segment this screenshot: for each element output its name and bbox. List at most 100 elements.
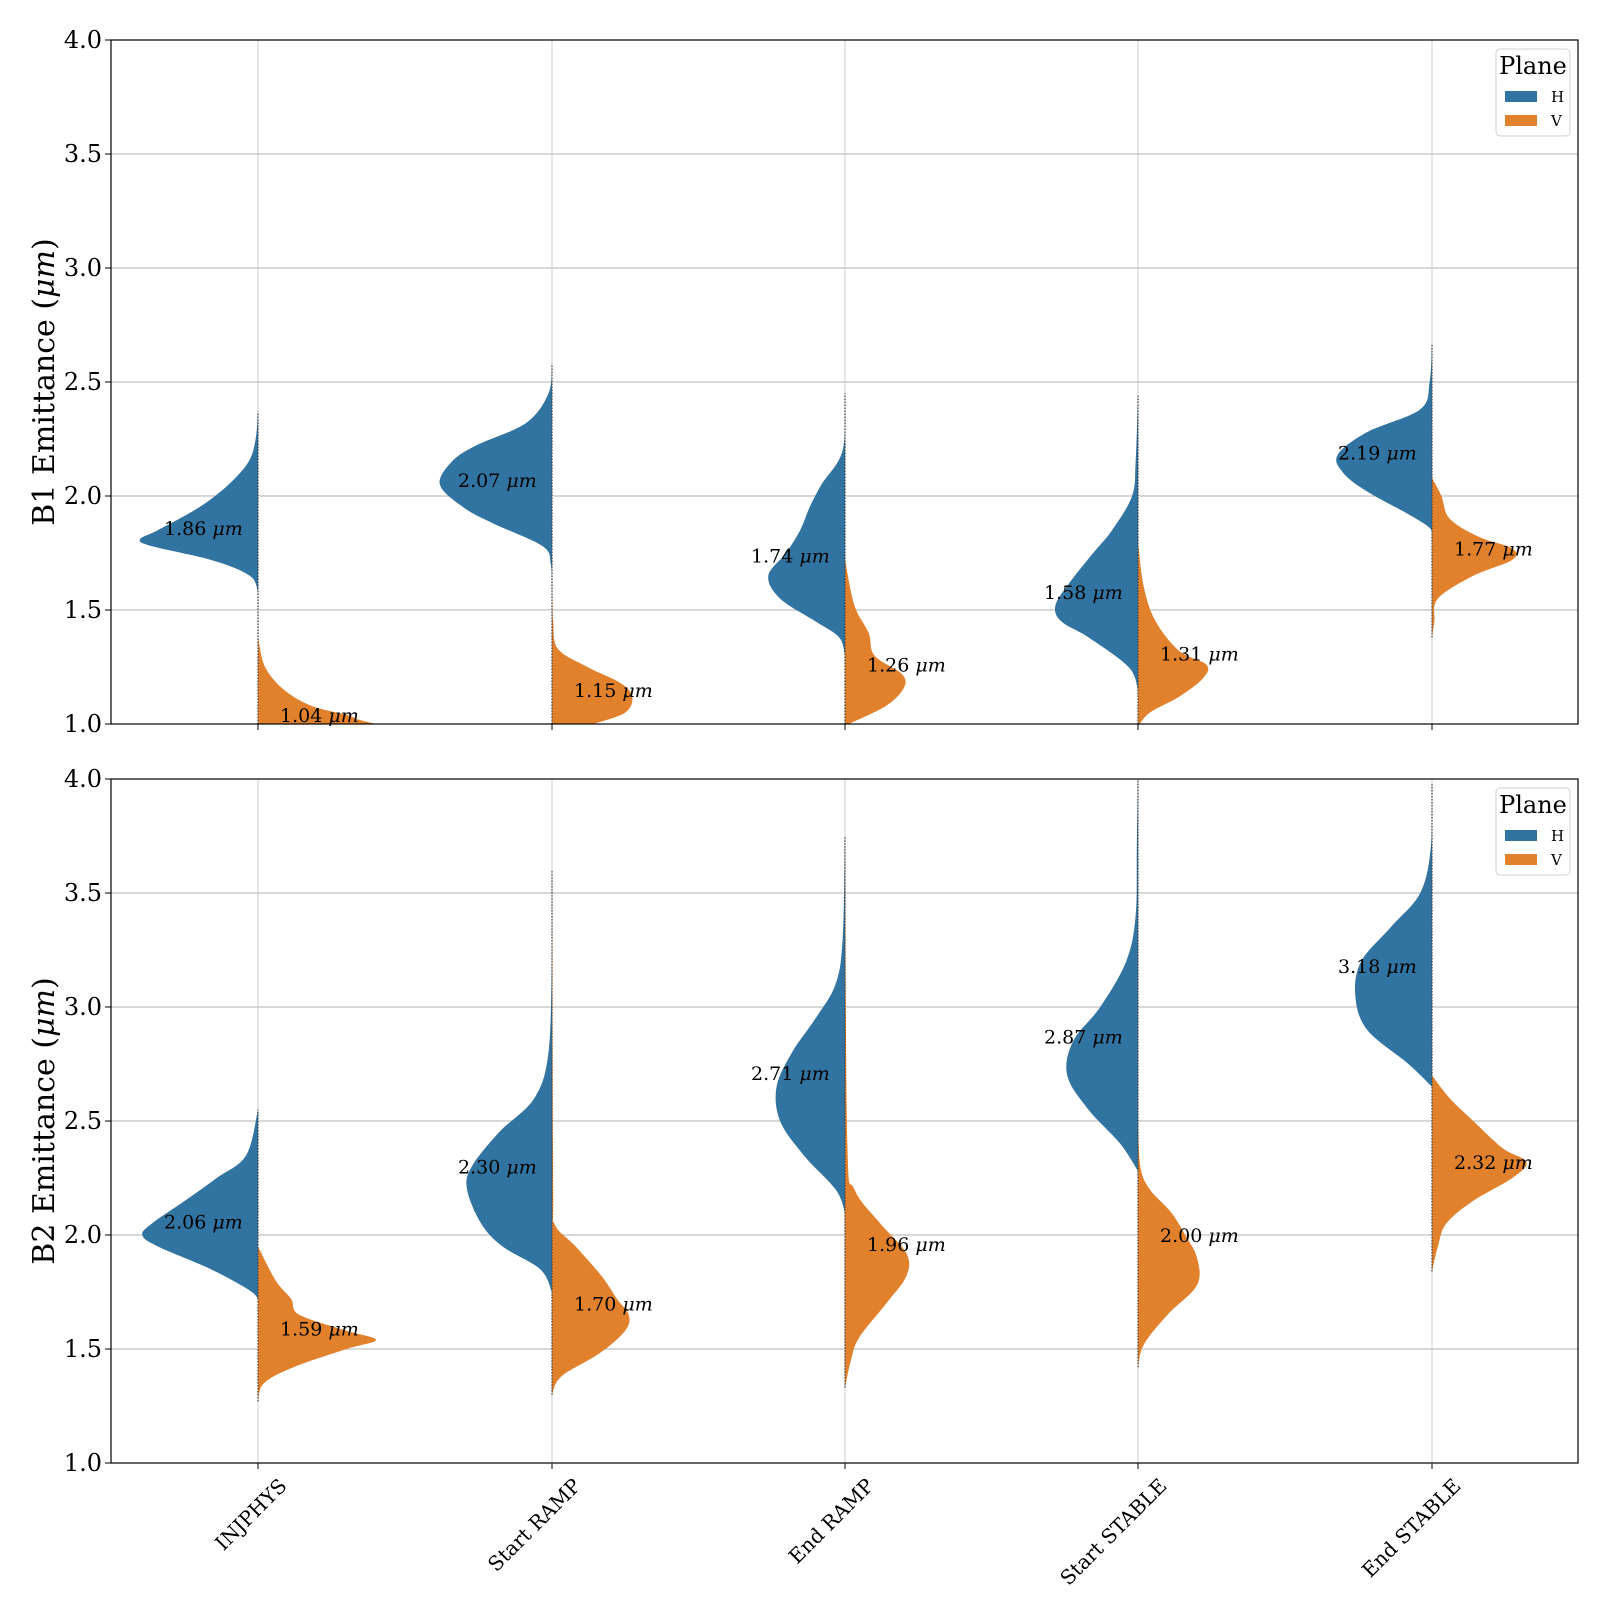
median-label: 2.07 μm [458, 470, 537, 492]
violin-v-2 [552, 587, 633, 724]
y-tick-label: 1.0 [64, 710, 102, 738]
y-tick-label: 3.0 [64, 993, 102, 1021]
violins [139, 343, 1517, 724]
y-tick-label: 1.0 [64, 1449, 102, 1477]
y-axis-label-part: ) [27, 977, 62, 989]
median-value: 1.70 [574, 1293, 622, 1315]
violin-v-1 [258, 1246, 376, 1402]
median-value: 1.96 [867, 1234, 915, 1256]
violin-v-4 [1138, 541, 1209, 724]
median-label: 1.31 μm [1160, 643, 1239, 665]
median-unit: μm [1208, 1225, 1238, 1247]
median-unit: μm [1386, 956, 1416, 978]
violin-v-3 [845, 847, 910, 1388]
median-label: 1.26 μm [867, 655, 946, 677]
median-value: 2.00 [1160, 1225, 1208, 1247]
median-unit: μm [622, 680, 652, 702]
median-label: 2.87 μm [1044, 1027, 1123, 1049]
median-value: 1.59 [280, 1318, 328, 1340]
legend-swatch-v [1505, 854, 1537, 865]
median-unit: μm [1208, 643, 1238, 665]
y-axis-label-part: B1 Emittance ( [27, 298, 62, 526]
violins [142, 779, 1527, 1402]
y-tick-label: 1.5 [64, 1335, 102, 1363]
legend-title: Plane [1499, 791, 1567, 819]
y-tick-label: 2.5 [64, 368, 102, 396]
y-axis-label: B2 Emittance (μm) [27, 977, 62, 1264]
median-value: 2.07 [458, 470, 506, 492]
median-unit: μm [1386, 443, 1416, 465]
y-axis-label-part: μm [27, 250, 62, 298]
violin-v-2 [552, 870, 630, 1395]
violin-h-5 [1354, 783, 1433, 1087]
median-value: 1.04 [280, 705, 328, 727]
median-label: 1.74 μm [751, 545, 830, 567]
median-label: 2.30 μm [458, 1157, 537, 1179]
legend: Plane HV [1495, 48, 1571, 137]
median-label: 1.77 μm [1454, 538, 1533, 560]
x-tick-label: INJPHYS [210, 1474, 291, 1555]
median-value: 2.71 [751, 1063, 799, 1085]
median-value: 2.30 [458, 1157, 506, 1179]
median-value: 1.58 [1044, 582, 1092, 604]
y-axis-label-part: B2 Emittance ( [27, 1037, 62, 1265]
median-value: 1.15 [574, 680, 622, 702]
median-unit: μm [799, 1063, 829, 1085]
y-axis-label-part: ) [27, 238, 62, 250]
y-tick-label: 2.5 [64, 1107, 102, 1135]
median-unit: μm [1502, 1152, 1532, 1174]
median-label: 1.15 μm [574, 680, 653, 702]
legend-swatch-h [1505, 830, 1537, 841]
violin-h-3 [768, 393, 846, 656]
median-label: 1.59 μm [280, 1318, 359, 1340]
violin-h-5 [1336, 343, 1433, 538]
violin-h-2 [439, 363, 552, 588]
median-unit: μm [328, 705, 358, 727]
y-tick-label: 2.0 [64, 1221, 102, 1249]
y-tick-label: 3.0 [64, 254, 102, 282]
x-tick-label: Start RAMP [483, 1474, 586, 1577]
panel-1: 1.86 μm2.07 μm1.74 μm1.58 μm2.19 μm1.04 … [27, 26, 1579, 738]
median-label: 2.06 μm [164, 1211, 243, 1233]
median-unit: μm [212, 518, 242, 540]
y-tick-label: 2.0 [64, 482, 102, 510]
median-value: 1.31 [1160, 643, 1208, 665]
median-value: 1.26 [867, 655, 915, 677]
median-label: 2.00 μm [1160, 1225, 1239, 1247]
x-tick-label: Start STABLE [1055, 1474, 1171, 1590]
median-label: 1.96 μm [867, 1234, 946, 1256]
median-label: 1.58 μm [1044, 582, 1123, 604]
median-label: 1.70 μm [574, 1293, 653, 1315]
median-label: 1.04 μm [280, 705, 359, 727]
median-value: 1.74 [751, 545, 799, 567]
median-unit: μm [1092, 582, 1122, 604]
median-value: 2.19 [1338, 443, 1386, 465]
median-unit: μm [212, 1211, 242, 1233]
x-tick-label: End STABLE [1357, 1474, 1466, 1583]
violin-h-4 [1066, 779, 1138, 1172]
median-value: 3.18 [1338, 956, 1386, 978]
violin-v-5 [1432, 477, 1517, 638]
median-label: 2.71 μm [751, 1063, 830, 1085]
median-label: 1.86 μm [164, 518, 243, 540]
y-tick-label: 1.5 [64, 596, 102, 624]
y-tick-label: 3.5 [64, 140, 102, 168]
median-unit: μm [1502, 538, 1532, 560]
median-unit: μm [622, 1293, 652, 1315]
median-unit: μm [328, 1318, 358, 1340]
violin-h-3 [775, 836, 845, 1213]
violin-h-2 [466, 961, 552, 1292]
median-label: 3.18 μm [1338, 956, 1417, 978]
x-tick-label: End RAMP [784, 1474, 879, 1569]
median-unit: μm [915, 655, 945, 677]
median-unit: μm [506, 1157, 536, 1179]
median-value: 1.77 [1454, 538, 1502, 560]
violin-h-1 [139, 411, 259, 615]
legend-swatch-v [1505, 115, 1537, 126]
median-unit: μm [1092, 1027, 1122, 1049]
legend-label-v: V [1550, 851, 1563, 869]
violin-v-5 [1432, 1075, 1527, 1272]
violin-v-1 [258, 637, 376, 724]
median-value: 2.06 [164, 1211, 212, 1233]
